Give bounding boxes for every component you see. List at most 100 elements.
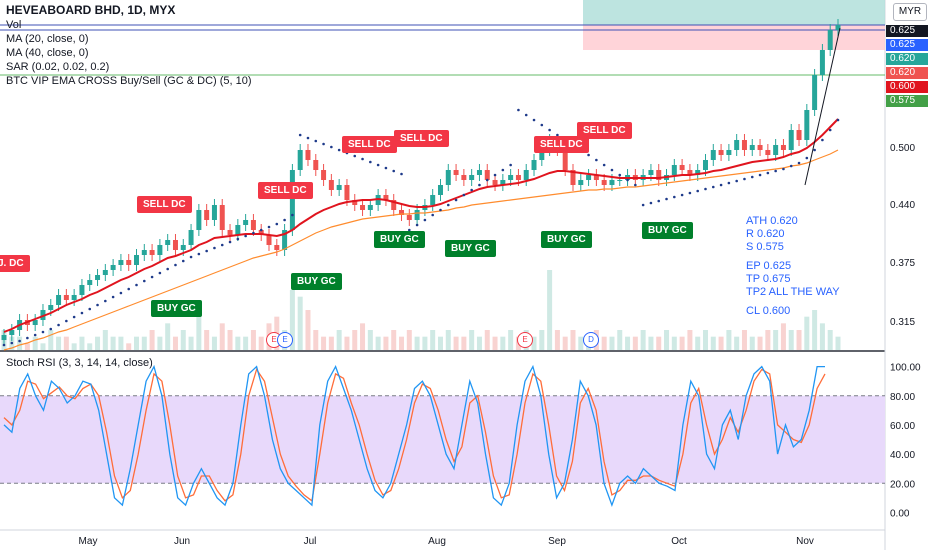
- sar-dot: [478, 183, 481, 187]
- volume-bar: [17, 336, 23, 350]
- candle-body: [110, 265, 116, 270]
- candle-body: [126, 260, 132, 265]
- sar-dot: [610, 168, 614, 172]
- candle-body: [406, 215, 412, 220]
- sar-dot: [127, 287, 131, 291]
- candle-body: [648, 170, 654, 175]
- volume-bar: [32, 336, 38, 350]
- volume-bar: [632, 336, 638, 350]
- sar-dot: [750, 175, 754, 179]
- candle-body: [593, 175, 599, 180]
- volume-bar: [554, 330, 560, 350]
- sar-dot: [104, 299, 107, 303]
- sar-dot: [220, 243, 224, 247]
- candle-body: [773, 145, 779, 155]
- volume-bar: [648, 336, 654, 350]
- volume-bar: [102, 330, 108, 350]
- volume-bar: [227, 330, 233, 350]
- candle-body: [656, 170, 662, 180]
- volume-bar: [258, 336, 264, 350]
- sar-dot: [41, 330, 45, 334]
- currency-button[interactable]: MYR: [893, 3, 927, 21]
- stoch-rsi-label: Stoch RSI (3, 3, 14, 14, close): [6, 357, 153, 369]
- candle-body: [118, 260, 124, 265]
- volume-bar: [48, 330, 54, 350]
- sar-dot: [556, 133, 559, 137]
- price-axis-tick: 0.315: [890, 317, 915, 328]
- candle-body: [211, 205, 217, 220]
- sar-dot: [509, 163, 512, 167]
- volume-bar: [126, 343, 132, 350]
- sar-dot: [595, 158, 598, 162]
- volume-bar: [367, 330, 373, 350]
- sar-dot: [719, 183, 723, 187]
- volume-bar: [118, 336, 124, 350]
- volume-bar: [788, 330, 794, 350]
- volume-bar: [56, 336, 62, 350]
- ma40-line: [3, 149, 839, 351]
- candle-body: [765, 150, 771, 155]
- sar-dot: [353, 154, 357, 158]
- note-ath: ATH 0.620: [746, 215, 798, 227]
- sar-dot: [673, 195, 676, 199]
- candle-body: [749, 145, 755, 150]
- volume-bar: [87, 343, 93, 350]
- sar-dot: [408, 228, 411, 232]
- candle-body: [313, 160, 319, 170]
- candle-body: [414, 210, 420, 220]
- candle-body: [562, 150, 568, 170]
- candle-body: [570, 170, 576, 185]
- sar-dot: [57, 323, 60, 327]
- volume-bar: [63, 336, 69, 350]
- volume-bar: [250, 330, 256, 350]
- sar-dot: [197, 252, 201, 256]
- volume-bar: [453, 336, 459, 350]
- signal-buy-gc: BUY GC: [374, 231, 425, 248]
- volume-bar: [484, 330, 490, 350]
- sar-dot: [532, 118, 536, 122]
- sar-dot: [166, 267, 169, 271]
- sar-dot: [711, 185, 715, 189]
- stoch-rsi-d-line: [3, 368, 826, 502]
- candle-body: [578, 180, 584, 185]
- target-zone: [583, 0, 885, 25]
- signal-buy-gc: BUY GC: [541, 231, 592, 248]
- candle-body: [796, 130, 802, 140]
- candle-body: [165, 240, 171, 245]
- candle-body: [508, 175, 514, 180]
- candle-body: [56, 295, 62, 305]
- signal-buy-gc: BUY GC: [151, 300, 202, 317]
- volume-bar: [445, 330, 451, 350]
- sar-dot: [758, 173, 762, 177]
- candle-body: [32, 320, 38, 325]
- volume-bar: [71, 343, 77, 350]
- candle-body: [134, 255, 140, 265]
- sar-label: SAR (0.02, 0.02, 0.2): [6, 61, 110, 73]
- volume-bar: [414, 336, 420, 350]
- sar-dot: [696, 189, 700, 193]
- sar-dot: [797, 161, 801, 165]
- volume-bar: [726, 330, 732, 350]
- sar-dot: [743, 177, 746, 181]
- sar-dot: [376, 163, 380, 167]
- sar-dot: [485, 178, 489, 182]
- volume-bar: [110, 336, 116, 350]
- candle-body: [227, 230, 233, 235]
- volume-bar: [437, 336, 443, 350]
- candle-body: [87, 280, 93, 285]
- sar-dot: [337, 148, 341, 152]
- sar-dot: [33, 333, 37, 337]
- earnings-event-icon[interactable]: E: [517, 332, 533, 348]
- volume-bar: [578, 336, 584, 350]
- sar-dot: [688, 191, 692, 195]
- volume-bar: [687, 330, 693, 350]
- candle-body: [523, 170, 529, 180]
- volume-bar: [360, 323, 366, 350]
- sar-dot: [462, 193, 466, 197]
- sar-dot: [657, 199, 661, 203]
- earnings-event-icon[interactable]: E: [277, 332, 293, 348]
- dividend-event-icon[interactable]: D: [583, 332, 599, 348]
- sar-dot: [158, 271, 162, 275]
- sar-dot: [782, 167, 785, 171]
